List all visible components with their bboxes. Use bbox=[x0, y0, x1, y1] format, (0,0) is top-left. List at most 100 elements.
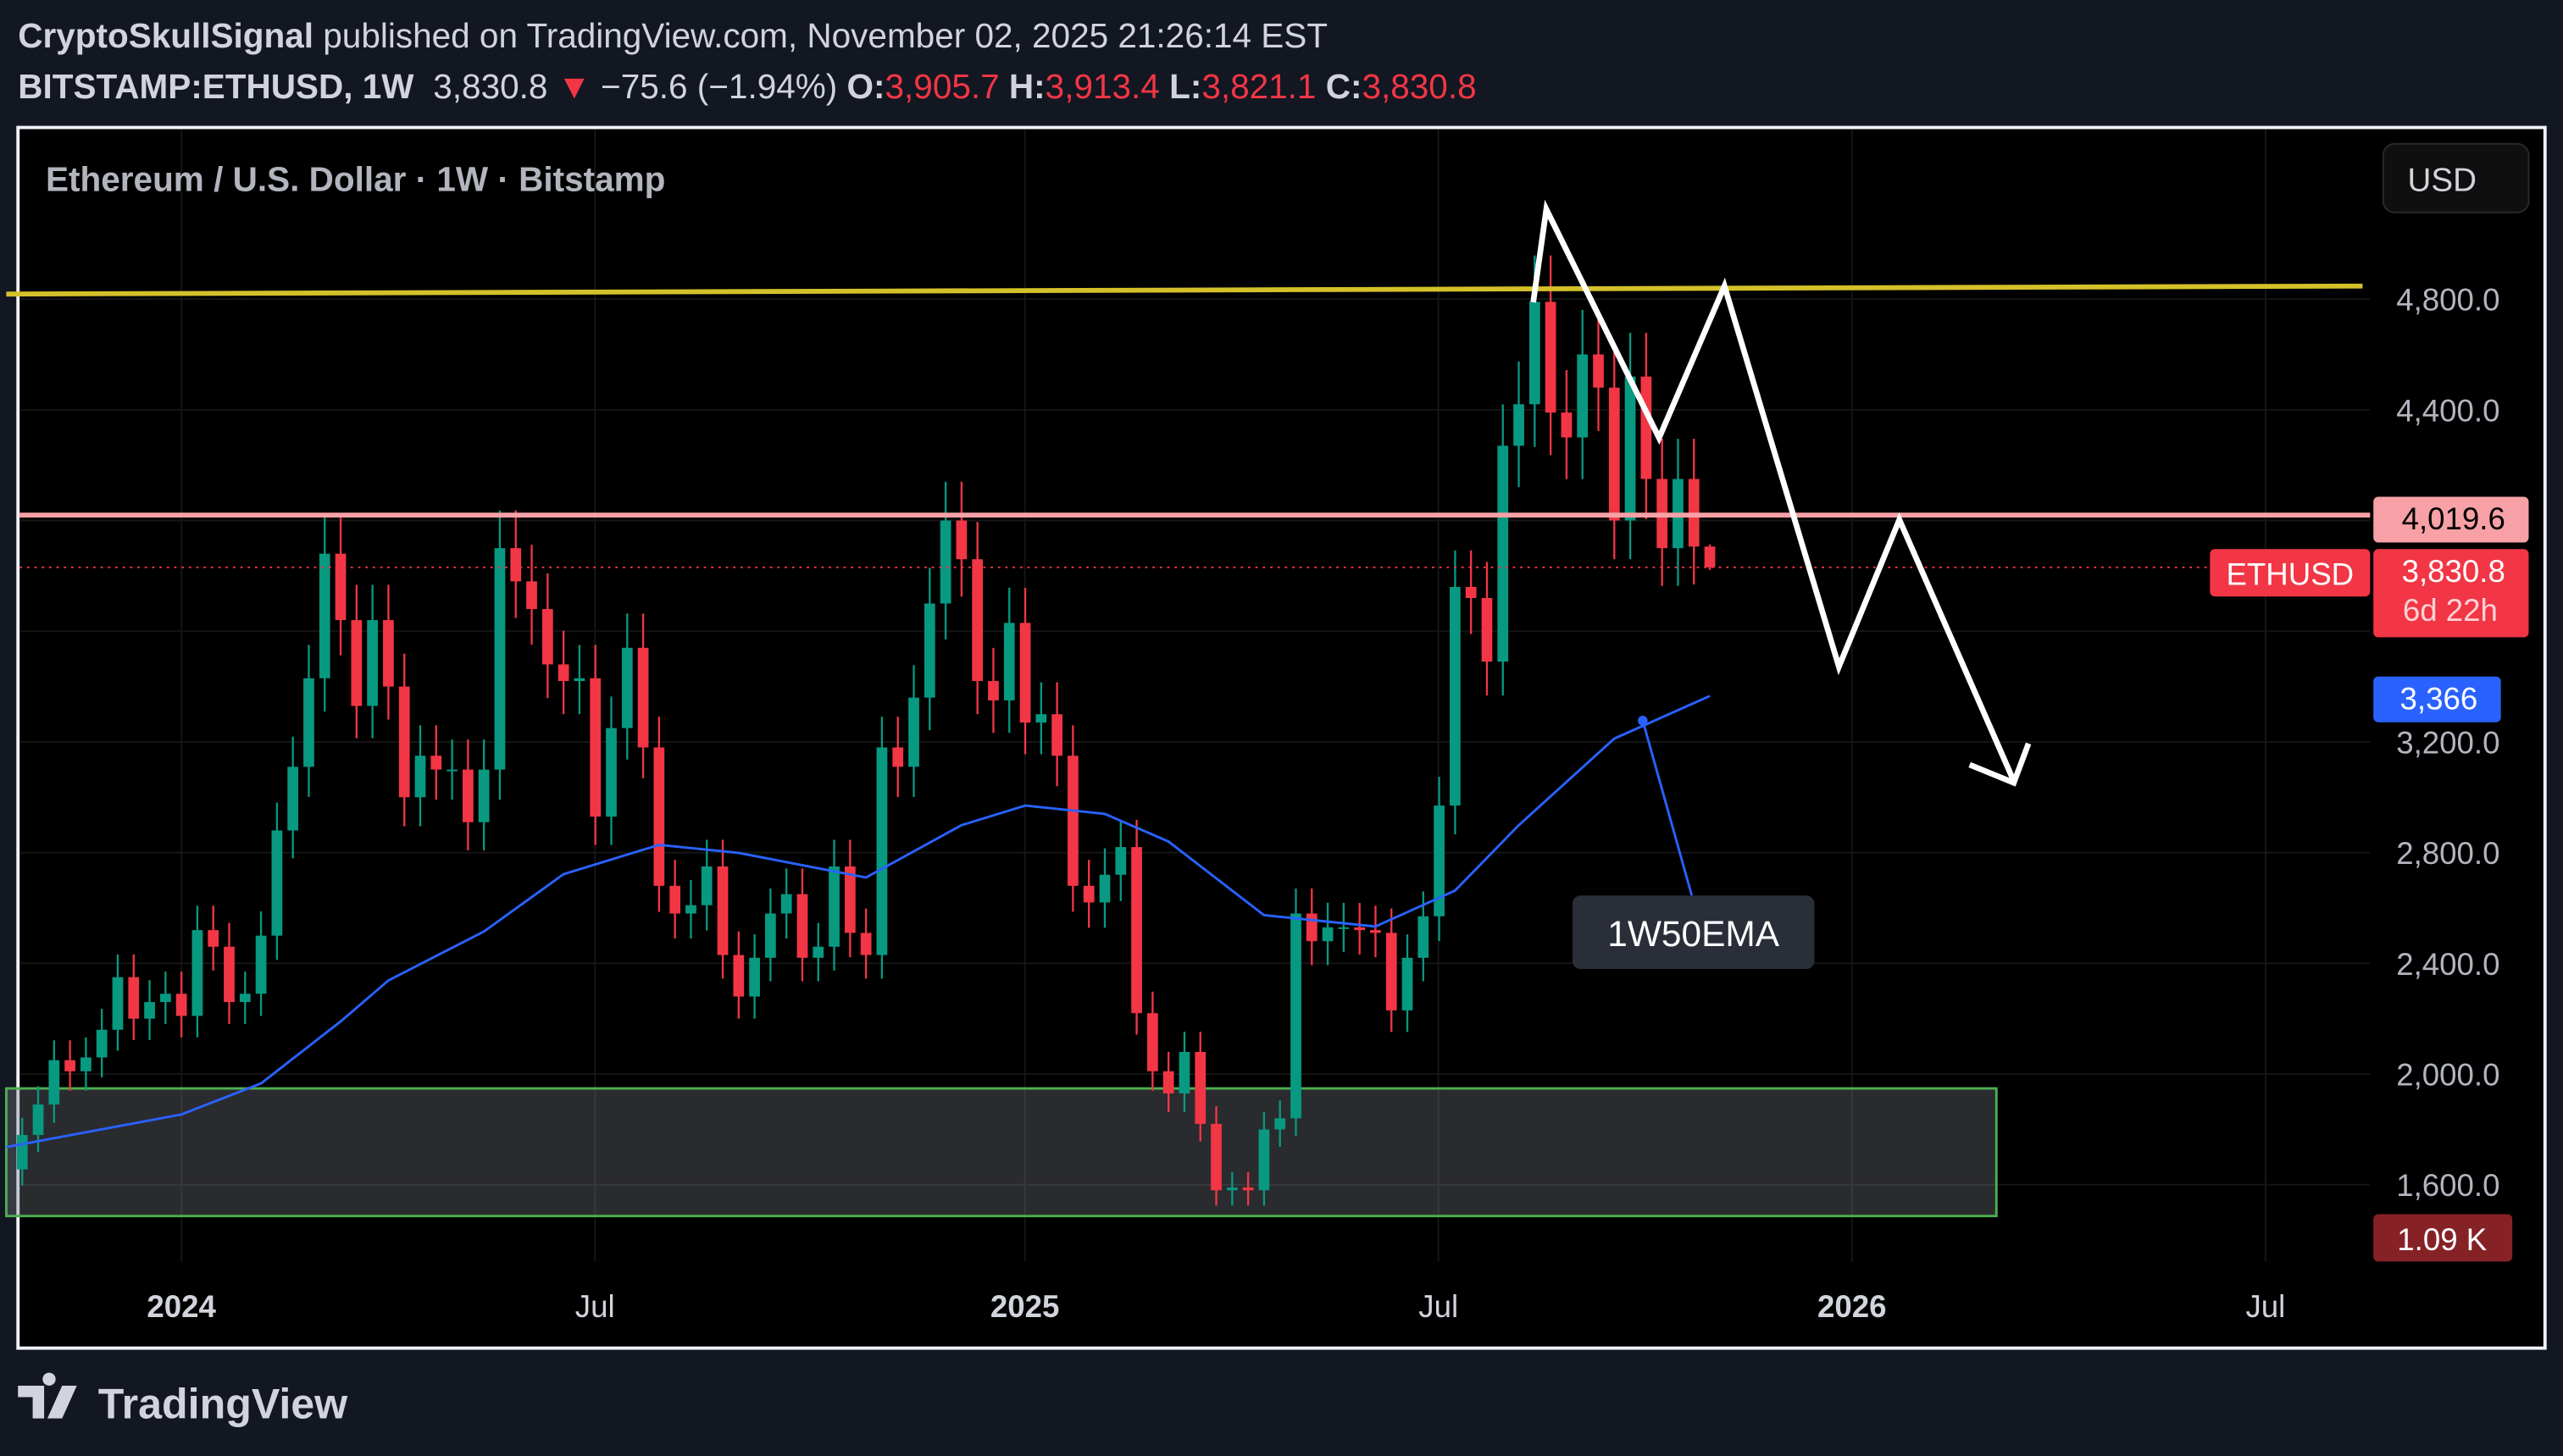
projection-path[interactable] bbox=[1530, 199, 2017, 783]
candle[interactable] bbox=[383, 620, 394, 687]
time-axis[interactable]: 2024 Jul 2025 Jul 2026 Jul bbox=[147, 1289, 2285, 1324]
candle[interactable] bbox=[1146, 1013, 1158, 1071]
candle[interactable] bbox=[685, 905, 696, 914]
candle[interactable] bbox=[637, 647, 649, 748]
candle[interactable] bbox=[1417, 916, 1429, 958]
candle[interactable] bbox=[1497, 446, 1509, 662]
candle[interactable] bbox=[1226, 1187, 1238, 1191]
candle[interactable] bbox=[860, 933, 872, 955]
candle[interactable] bbox=[780, 894, 792, 914]
candle[interactable] bbox=[1434, 806, 1445, 916]
candle[interactable] bbox=[510, 548, 522, 582]
candle[interactable] bbox=[463, 769, 474, 822]
candle[interactable] bbox=[287, 767, 299, 831]
candle[interactable] bbox=[1401, 957, 1413, 1010]
candle[interactable] bbox=[1306, 913, 1318, 942]
candle[interactable] bbox=[1577, 354, 1589, 438]
candle[interactable] bbox=[494, 548, 506, 770]
chart-frame[interactable] bbox=[16, 125, 2547, 1350]
candle[interactable] bbox=[972, 559, 984, 682]
demand-zone[interactable] bbox=[4, 1087, 1998, 1218]
candle[interactable] bbox=[367, 620, 378, 706]
candle[interactable] bbox=[1051, 714, 1062, 756]
candle[interactable] bbox=[255, 935, 267, 994]
candle[interactable] bbox=[1179, 1051, 1190, 1093]
candle[interactable] bbox=[813, 946, 824, 958]
candle[interactable] bbox=[1162, 1071, 1174, 1093]
candle[interactable] bbox=[1385, 933, 1397, 1010]
currency-button[interactable] bbox=[2382, 142, 2530, 213]
candle[interactable] bbox=[16, 1134, 28, 1170]
candle[interactable] bbox=[1450, 586, 1461, 806]
candle[interactable] bbox=[1258, 1129, 1270, 1191]
candle[interactable] bbox=[701, 866, 713, 905]
candle[interactable] bbox=[669, 885, 681, 914]
candle[interactable] bbox=[621, 647, 633, 728]
candle[interactable] bbox=[1242, 1187, 1254, 1191]
price-axis[interactable]: 4,800.0 4,400.0 3,200.0 2,800.0 2,400.0 2,000… bbox=[2396, 283, 2499, 1204]
candle[interactable] bbox=[653, 747, 665, 886]
candle[interactable] bbox=[574, 678, 585, 682]
candle[interactable] bbox=[1545, 302, 1556, 413]
candle[interactable] bbox=[606, 728, 617, 817]
candle[interactable] bbox=[1083, 885, 1095, 903]
candle[interactable] bbox=[128, 977, 140, 1019]
candle[interactable] bbox=[765, 913, 776, 958]
candle[interactable] bbox=[956, 520, 968, 560]
candle[interactable] bbox=[271, 830, 283, 936]
candle[interactable] bbox=[940, 520, 951, 604]
author-name[interactable]: CryptoSkullSignal bbox=[18, 16, 313, 55]
candle[interactable] bbox=[96, 1029, 108, 1058]
candle[interactable] bbox=[319, 553, 330, 678]
candle[interactable] bbox=[876, 747, 888, 955]
candle[interactable] bbox=[478, 769, 490, 822]
candle[interactable] bbox=[48, 1060, 60, 1104]
candle[interactable] bbox=[335, 553, 347, 621]
candle[interactable] bbox=[829, 866, 840, 947]
candle[interactable] bbox=[733, 955, 745, 997]
candle[interactable] bbox=[526, 581, 537, 610]
resistance-trendline[interactable] bbox=[6, 283, 2363, 297]
candle[interactable] bbox=[1322, 927, 1334, 942]
ema-line[interactable] bbox=[6, 695, 1711, 1149]
candle[interactable] bbox=[1354, 927, 1366, 931]
candle[interactable] bbox=[1003, 623, 1015, 700]
candle[interactable] bbox=[1528, 302, 1540, 405]
candle[interactable] bbox=[303, 678, 314, 767]
candle[interactable] bbox=[1608, 387, 1620, 521]
candle[interactable] bbox=[175, 994, 187, 1016]
candle[interactable] bbox=[1115, 847, 1127, 875]
candle[interactable] bbox=[558, 664, 569, 682]
candle[interactable] bbox=[1561, 412, 1573, 438]
candle[interactable] bbox=[1624, 376, 1636, 521]
candle[interactable] bbox=[239, 994, 251, 1003]
candle[interactable] bbox=[1513, 404, 1524, 446]
candle[interactable] bbox=[1704, 546, 1716, 567]
tradingview-logo[interactable]: TradingView bbox=[18, 1372, 348, 1428]
candle[interactable] bbox=[191, 930, 203, 1016]
candle[interactable] bbox=[224, 946, 235, 1003]
candle[interactable] bbox=[112, 977, 124, 1030]
candle[interactable] bbox=[1593, 354, 1604, 388]
ema-annotation[interactable] bbox=[1572, 895, 1815, 970]
candle[interactable] bbox=[414, 756, 426, 798]
candle[interactable] bbox=[1465, 586, 1477, 598]
candle[interactable] bbox=[717, 866, 729, 955]
candle[interactable] bbox=[844, 866, 856, 933]
candle[interactable] bbox=[1481, 597, 1493, 662]
candle[interactable] bbox=[1290, 913, 1301, 1119]
candle[interactable] bbox=[1035, 714, 1047, 723]
candle[interactable] bbox=[590, 678, 602, 817]
candle[interactable] bbox=[796, 894, 808, 958]
candle[interactable] bbox=[1131, 847, 1142, 1014]
candle[interactable] bbox=[1640, 376, 1652, 479]
candle[interactable] bbox=[1019, 623, 1031, 723]
candle[interactable] bbox=[32, 1104, 44, 1135]
candle[interactable] bbox=[398, 686, 410, 798]
candle[interactable] bbox=[1338, 927, 1350, 929]
candle[interactable] bbox=[541, 609, 553, 665]
candle[interactable] bbox=[208, 930, 219, 947]
candle[interactable] bbox=[749, 957, 760, 997]
candle[interactable] bbox=[988, 681, 999, 700]
candle[interactable] bbox=[64, 1060, 75, 1071]
